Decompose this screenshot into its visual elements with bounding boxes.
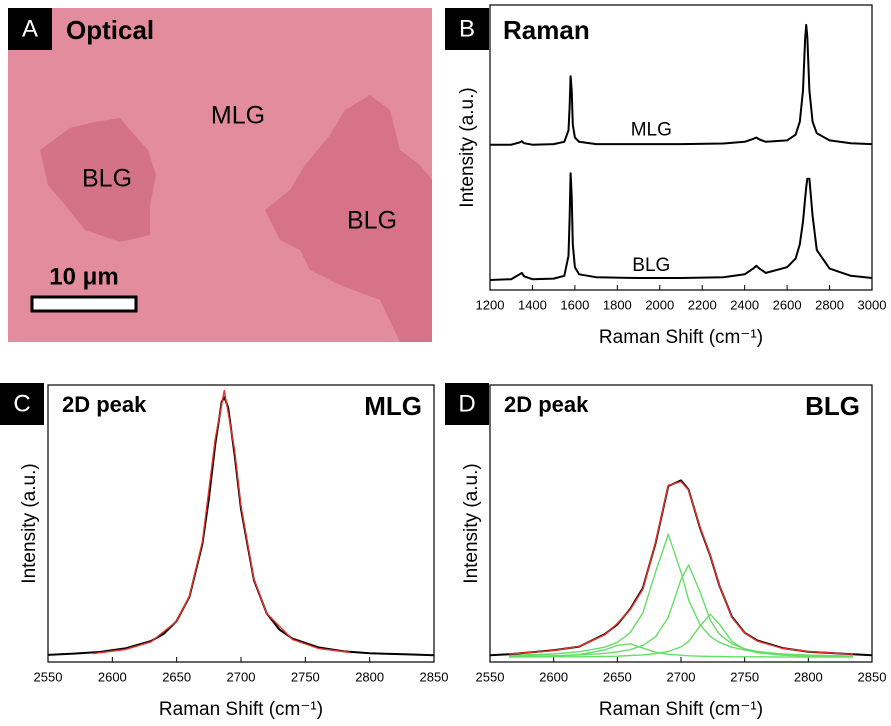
scale-bar-label: 10 μm bbox=[49, 263, 118, 290]
x-tick-label: 2600 bbox=[773, 297, 802, 312]
series-label: BLG bbox=[632, 255, 670, 276]
x-tick-label: 2650 bbox=[162, 669, 191, 684]
spectrum-line bbox=[490, 173, 872, 280]
panel-title: 2D peak bbox=[62, 392, 147, 417]
x-tick-label: 2000 bbox=[645, 297, 674, 312]
x-tick-label: 1600 bbox=[560, 297, 589, 312]
x-tick-label: 2700 bbox=[227, 669, 256, 684]
spectrum-line bbox=[509, 482, 853, 655]
y-axis-label: Intensity (a.u.) bbox=[19, 463, 40, 583]
panel-annotation: MLG bbox=[364, 391, 422, 421]
spectrum-line bbox=[93, 390, 350, 653]
x-tick-label: 1400 bbox=[518, 297, 547, 312]
x-tick-label: 2850 bbox=[420, 669, 449, 684]
region-label: BLG bbox=[347, 207, 397, 235]
panel-title: Raman bbox=[503, 15, 590, 45]
x-tick-label: 2600 bbox=[539, 669, 568, 684]
x-tick-label: 2200 bbox=[688, 297, 717, 312]
x-axis-label: Raman Shift (cm⁻¹) bbox=[599, 327, 763, 348]
panel-title: 2D peak bbox=[504, 392, 589, 417]
spectrum-line bbox=[509, 534, 853, 656]
x-tick-label: 2700 bbox=[667, 669, 696, 684]
series-label: MLG bbox=[631, 120, 672, 141]
panel-title: Optical bbox=[66, 15, 154, 45]
optical-panel: A Optical MLG BLG BLG 10 μm bbox=[8, 8, 432, 342]
x-tick-label: 2400 bbox=[730, 297, 759, 312]
plot-frame bbox=[490, 385, 872, 662]
x-tick-label: 3000 bbox=[858, 297, 887, 312]
panel-letter: A bbox=[22, 15, 38, 42]
y-axis-label: Intensity (a.u.) bbox=[457, 87, 478, 207]
x-tick-label: 2800 bbox=[355, 669, 384, 684]
scale-bar bbox=[32, 297, 136, 311]
x-tick-label: 2550 bbox=[476, 669, 505, 684]
x-axis-label: Raman Shift (cm⁻¹) bbox=[159, 699, 323, 720]
x-tick-label: 2750 bbox=[730, 669, 759, 684]
spectrum-line bbox=[48, 397, 434, 655]
region-label: MLG bbox=[211, 102, 265, 130]
x-tick-label: 2750 bbox=[291, 669, 320, 684]
spectrum-line bbox=[509, 565, 853, 657]
page: A Optical MLG BLG BLG 10 μm B Raman 1200 14… bbox=[0, 0, 891, 726]
plot-frame bbox=[490, 5, 872, 290]
x-tick-label: 2550 bbox=[34, 669, 63, 684]
figure: A Optical MLG BLG BLG 10 μm B Raman 1200 14… bbox=[0, 0, 891, 726]
x-tick-label: 1800 bbox=[603, 297, 632, 312]
panel-letter: B bbox=[459, 15, 475, 42]
y-axis-label: Intensity (a.u.) bbox=[461, 463, 482, 583]
spectrum-line bbox=[490, 480, 872, 655]
x-tick-label: 2600 bbox=[98, 669, 127, 684]
region-label: BLG bbox=[82, 165, 132, 193]
x-tick-label: 2800 bbox=[794, 669, 823, 684]
x-tick-label: 1200 bbox=[476, 297, 505, 312]
x-axis-label: Raman Shift (cm⁻¹) bbox=[599, 699, 763, 720]
x-tick-label: 2850 bbox=[858, 669, 887, 684]
plot-frame bbox=[48, 385, 434, 662]
panel-letter: C bbox=[13, 390, 30, 417]
panel-letter: D bbox=[458, 390, 475, 417]
x-tick-label: 2650 bbox=[603, 669, 632, 684]
panel-annotation: BLG bbox=[805, 391, 860, 421]
x-tick-label: 2800 bbox=[815, 297, 844, 312]
